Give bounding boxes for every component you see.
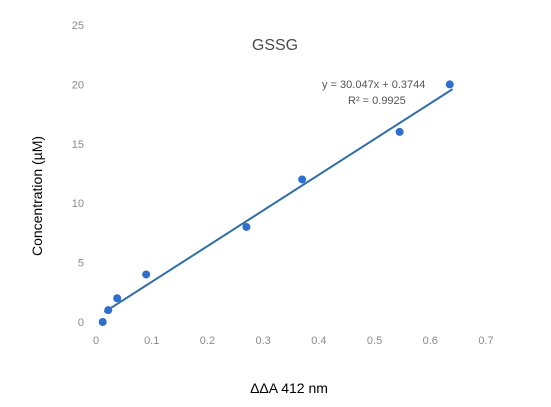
chart-title: GSSG: [252, 37, 298, 54]
data-point: [142, 270, 151, 279]
data-point: [445, 80, 454, 89]
y-tick-label: 0: [78, 317, 84, 329]
x-tick-label: 0.3: [255, 335, 270, 347]
x-tick-label: 0.1: [144, 335, 159, 347]
y-tick-labels: 0 5 10 15 20 25: [72, 20, 84, 329]
data-point: [395, 127, 404, 136]
x-axis-label: ΔΔA 412 nm: [250, 380, 328, 396]
x-tick-label: 0.5: [367, 335, 382, 347]
y-tick-label: 15: [72, 139, 84, 151]
data-point: [98, 318, 107, 326]
equation-label: y = 30.047x + 0.3744: [322, 79, 425, 91]
x-tick-label: 0: [93, 335, 99, 347]
y-tick-label: 5: [78, 258, 84, 270]
trendline: [103, 88, 454, 314]
x-tick-label: 0.4: [311, 335, 326, 347]
y-axis-label: Concentration (µM): [29, 136, 45, 256]
x-tick-label: 0.7: [478, 335, 493, 347]
y-tick-label: 20: [72, 79, 84, 91]
data-point: [104, 306, 113, 315]
data-point: [298, 175, 307, 184]
y-tick-label: 25: [72, 20, 84, 32]
r-squared-label: R² = 0.9925: [348, 95, 406, 107]
x-tick-label: 0.6: [423, 335, 438, 347]
x-tick-labels: 0 0.1 0.2 0.3 0.4 0.5 0.6 0.7: [93, 335, 494, 347]
data-point: [113, 294, 122, 303]
data-points: [98, 80, 454, 326]
y-tick-label: 10: [72, 198, 84, 210]
data-point: [242, 222, 251, 231]
x-tick-label: 0.2: [200, 335, 215, 347]
